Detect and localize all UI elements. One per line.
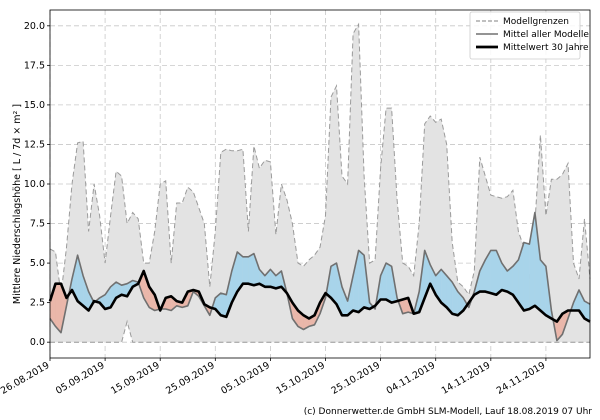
deviation-segment: [220, 292, 227, 318]
deviation-segment: [540, 259, 547, 316]
y-tick-label: 5.0: [30, 258, 45, 269]
credit-text: (c) Donnerwetter.de GmbH SLM-Modell, Lau…: [304, 407, 593, 417]
deviation-segment: [523, 242, 530, 311]
y-tick-label: 15.0: [24, 100, 45, 111]
y-tick-label: 12.5: [24, 139, 45, 150]
x-tick-label: 04.11.2019: [385, 360, 438, 397]
x-tick-label: 25.10.2019: [329, 360, 382, 397]
x-axis-ticks: 26.08.2019 05.09.2019 15.09.2019 25.09.2019…: [0, 358, 547, 397]
deviation-segment: [385, 262, 392, 303]
legend-label-climate-mean: Mittelwert 30 Jahre: [503, 43, 589, 53]
y-tick-label: 2.5: [30, 298, 45, 309]
y-axis-label: Mittlere Niederschlagshöhe [ L / 7d × m²…: [12, 104, 23, 304]
climate-mean-line: [48, 269, 591, 323]
model-range-band: [49, 22, 591, 343]
x-tick-label: 05.10.2019: [219, 360, 272, 397]
y-tick-label: 10.0: [24, 179, 45, 190]
y-tick-label: 20.0: [24, 21, 45, 32]
deviation-segment: [490, 250, 497, 295]
legend: Modellgrenzen Mittel aller Modelle Mitte…: [469, 11, 589, 60]
series-lines: [48, 211, 591, 342]
y-tick-label: 7.5: [30, 219, 45, 230]
model-range-area: [50, 24, 590, 343]
deviation-segment: [55, 283, 62, 334]
deviation-segment: [358, 250, 365, 313]
deviation-segment: [242, 256, 249, 284]
y-tick-label: 17.5: [24, 60, 45, 71]
x-tick-label: 24.11.2019: [495, 360, 548, 397]
x-tick-label: 14.11.2019: [440, 360, 493, 397]
x-tick-label: 25.09.2019: [164, 360, 217, 397]
x-tick-label: 15.10.2019: [274, 360, 327, 397]
model-range-upper-line: [49, 22, 591, 296]
x-tick-label: 26.08.2019: [0, 360, 52, 397]
legend-label-model-mean: Mittel aller Modelle: [503, 30, 589, 40]
y-tick-label: 0.0: [30, 337, 45, 348]
model-range-lower-line: [50, 319, 590, 343]
x-tick-label: 15.09.2019: [109, 360, 162, 397]
deviation-fill: [49, 212, 591, 341]
deviation-segment: [248, 253, 255, 286]
x-tick-label: 05.09.2019: [54, 360, 107, 397]
y-axis-ticks: 0.0 2.5 5.0 7.5 10.0 12.5 15.0 17.5 20.0: [24, 21, 50, 348]
model-mean-line: [49, 211, 591, 342]
legend-label-model-range: Modellgrenzen: [503, 17, 569, 27]
